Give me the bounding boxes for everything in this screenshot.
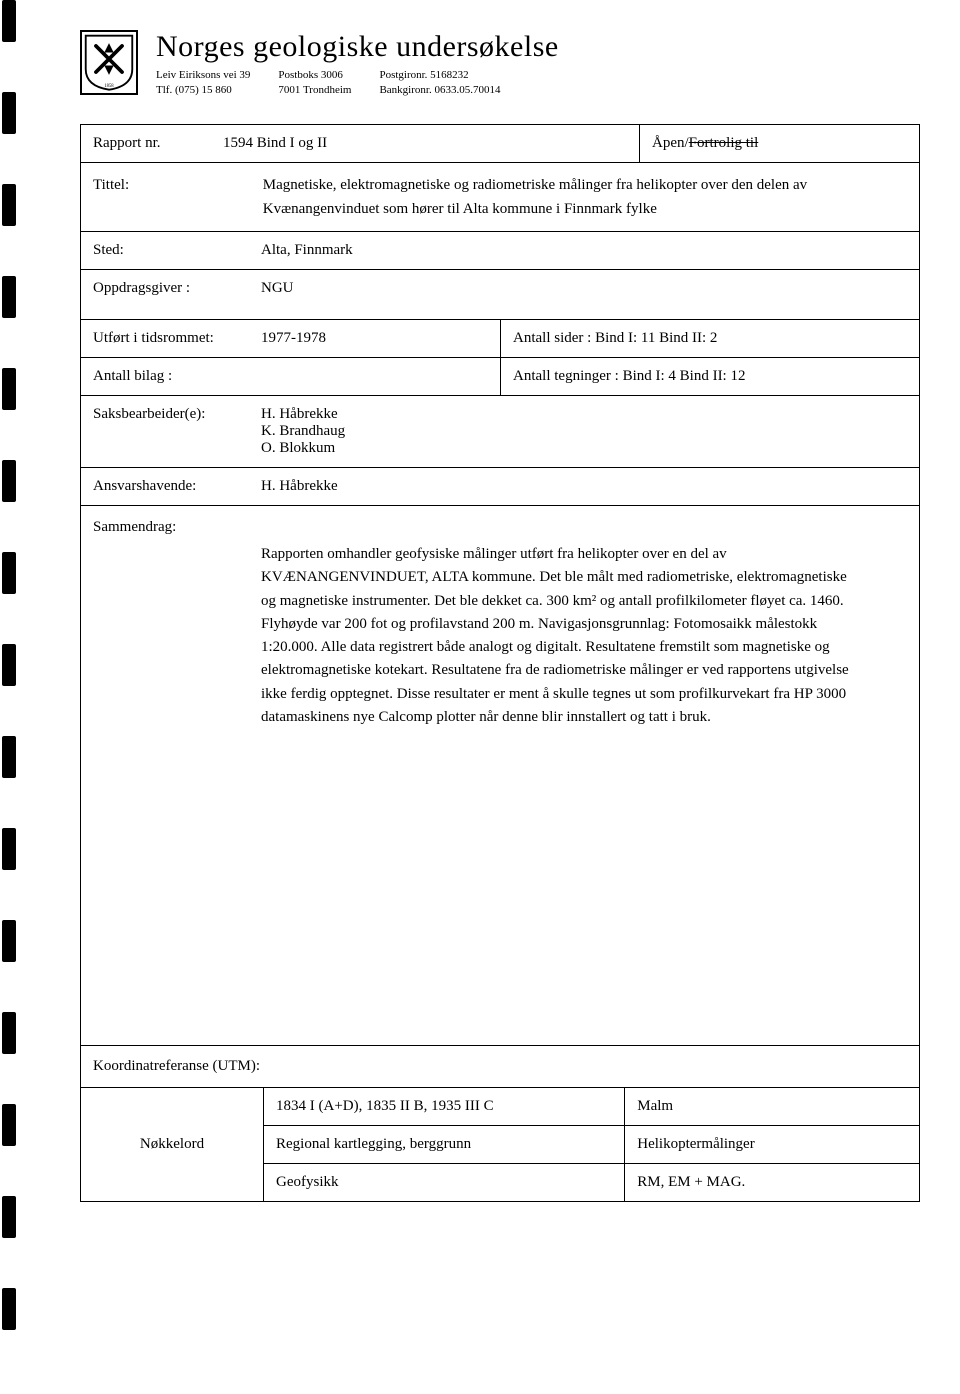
rapport-status: Åpen/Fortrolig til — [639, 125, 919, 162]
oppdragsgiver-label: Oppdragsgiver : — [93, 280, 261, 297]
status-open: Åpen/ — [652, 135, 689, 151]
nokkelord-cell: Helikoptermålinger — [624, 1126, 919, 1163]
bilag-label: Antall bilag : — [93, 368, 261, 385]
saksbearbeider-row: Saksbearbeider(e): H. Håbrekke K. Brandh… — [81, 396, 919, 468]
nokkelord-cell: RM, EM + MAG. — [624, 1164, 919, 1201]
rapport-nr-row: Rapport nr. 1594 Bind I og II Åpen/Fortr… — [81, 125, 919, 163]
rapport-label: Rapport nr. — [81, 125, 211, 162]
sted-value: Alta, Finnmark — [261, 242, 353, 259]
nokkelord-section: Nøkkelord 1834 I (A+D), 1835 II B, 1935 … — [81, 1088, 919, 1201]
status-struck: Fortrolig til — [689, 135, 759, 151]
nokkelord-label: Nøkkelord — [81, 1088, 263, 1201]
oppdragsgiver-row: Oppdragsgiver : NGU — [81, 270, 919, 320]
sammendrag-row: Sammendrag: Rapporten omhandler geofysis… — [81, 506, 919, 1046]
tegninger-label: Antall tegninger : — [513, 368, 619, 384]
nokkelord-cell: Malm — [624, 1088, 919, 1125]
nokkelord-cell: Geofysikk — [264, 1164, 624, 1201]
nokkelord-row: Regional kartlegging, berggrunn Helikopt… — [264, 1126, 919, 1164]
nokkelord-cell: 1834 I (A+D), 1835 II B, 1935 III C — [264, 1088, 624, 1125]
koordinat-label: Koordinatreferanse (UTM): — [93, 1058, 260, 1074]
addr-line: Postboks 3006 — [278, 68, 351, 83]
tegninger-value: Bind I: 4 Bind II: 12 — [623, 368, 746, 384]
org-address: Leiv Eiriksons vei 39 Tlf. (075) 15 860 … — [156, 68, 920, 99]
sted-label: Sted: — [93, 242, 261, 259]
report-form: Rapport nr. 1594 Bind I og II Åpen/Fortr… — [80, 124, 920, 1202]
addr-line: Postgironr. 5168232 — [379, 68, 500, 83]
tittel-row: Tittel: Magnetiske, elektromagnetiske og… — [81, 163, 919, 232]
nokkelord-row: 1834 I (A+D), 1835 II B, 1935 III C Malm — [264, 1088, 919, 1126]
tittel-value: Magnetiske, elektromagnetiske og radiome… — [263, 173, 897, 221]
addr-line: 7001 Trondheim — [278, 83, 351, 98]
org-logo-shield: 1858 — [80, 30, 138, 95]
nokkelord-row: Geofysikk RM, EM + MAG. — [264, 1164, 919, 1201]
addr-line: Bankgironr. 0633.05.70014 — [379, 83, 500, 98]
addr-line: Leiv Eiriksons vei 39 — [156, 68, 250, 83]
nokkelord-cell: Regional kartlegging, berggrunn — [264, 1126, 624, 1163]
antall-sider-value: : Bind I: 11 Bind II: 2 — [587, 330, 717, 346]
sammendrag-label: Sammendrag: — [93, 516, 907, 539]
koordinat-row: Koordinatreferanse (UTM): — [81, 1046, 919, 1088]
utfort-value: 1977-1978 — [261, 330, 326, 347]
org-name: Norges geologiske undersøkelse — [156, 30, 920, 64]
antall-sider-label: Antall sider — [513, 330, 583, 346]
sammendrag-text: Rapporten omhandler geofysiske målinger … — [261, 543, 861, 729]
ansvarshavende-label: Ansvarshavende: — [93, 478, 261, 495]
saksbearbeider-label: Saksbearbeider(e): — [93, 406, 261, 457]
addr-line: Tlf. (075) 15 860 — [156, 83, 250, 98]
rapport-nr-value: 1594 Bind I og II — [211, 125, 639, 162]
document-header: 1858 Norges geologiske undersøkelse Leiv… — [80, 30, 920, 99]
punch-holes — [0, 0, 18, 1232]
ansvarshavende-row: Ansvarshavende: H. Håbrekke — [81, 468, 919, 506]
svg-text:1858: 1858 — [104, 84, 114, 89]
tittel-label: Tittel: — [93, 173, 259, 197]
saksbearbeider-value: H. Håbrekke K. Brandhaug O. Blokkum — [261, 406, 345, 457]
oppdragsgiver-value: NGU — [261, 280, 294, 297]
utfort-label: Utført i tidsrommet: — [93, 330, 261, 347]
sted-row: Sted: Alta, Finnmark — [81, 232, 919, 270]
ansvarshavende-value: H. Håbrekke — [261, 478, 338, 495]
bilag-row: Antall bilag : Antall tegninger : Bind I… — [81, 358, 919, 396]
utfort-row: Utført i tidsrommet: 1977-1978 Antall si… — [81, 320, 919, 358]
